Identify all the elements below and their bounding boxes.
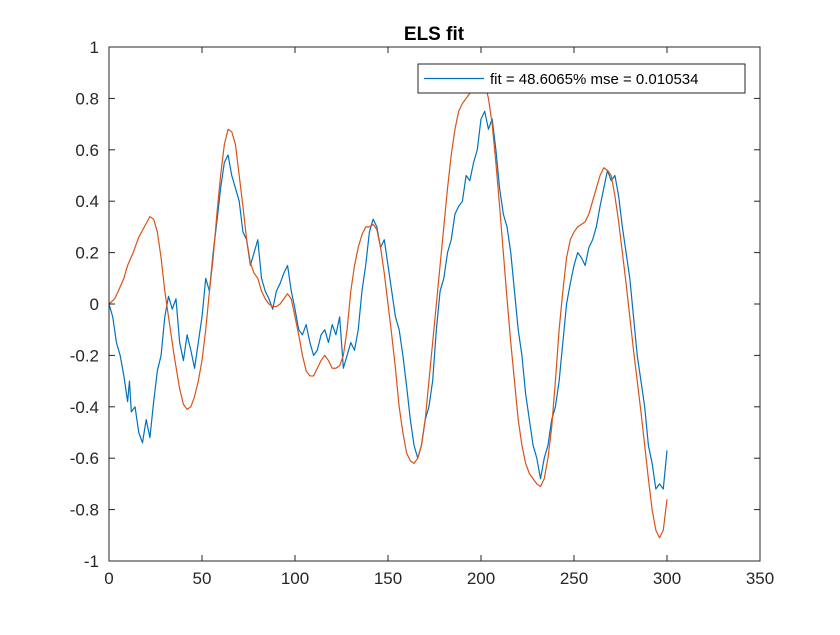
x-tick-label: 0 xyxy=(104,569,113,588)
x-tick-label: 150 xyxy=(374,569,402,588)
y-tick-label: 0.8 xyxy=(75,89,99,108)
x-tick-label: 350 xyxy=(746,569,774,588)
series-line-2 xyxy=(108,77,668,539)
y-tick-label: 0.4 xyxy=(75,192,99,211)
x-tick-label: 50 xyxy=(193,569,212,588)
y-tick-label: 0.2 xyxy=(75,244,99,263)
series-layer xyxy=(108,77,668,539)
y-tick-label: -0.2 xyxy=(70,346,99,365)
y-tick-label: 1 xyxy=(90,38,99,57)
y-tick-label: -0.6 xyxy=(70,449,99,468)
y-tick-label: -1 xyxy=(84,552,99,571)
chart-title: ELS fit xyxy=(404,24,465,45)
plot-area xyxy=(109,47,760,561)
x-tick-label: 200 xyxy=(467,569,495,588)
x-tick-label: 100 xyxy=(281,569,309,588)
y-tick-label: -0.4 xyxy=(70,398,99,417)
y-tick-label: 0.6 xyxy=(75,141,99,160)
legend[interactable]: fit = 48.6065% mse = 0.010534 xyxy=(417,63,746,94)
x-tick-label: 300 xyxy=(653,569,681,588)
series-line-1 xyxy=(108,110,668,490)
x-tick-label: 250 xyxy=(560,569,588,588)
y-tick-label: 0 xyxy=(90,295,99,314)
legend-label: fit = 48.6065% mse = 0.010534 xyxy=(490,71,698,88)
ticks-layer: 0 50 100 150 200 250 300 350 -1 -0.8 -0.6 -0.4 -0.2 0… xyxy=(70,38,774,588)
y-tick-label: -0.8 xyxy=(70,501,99,520)
